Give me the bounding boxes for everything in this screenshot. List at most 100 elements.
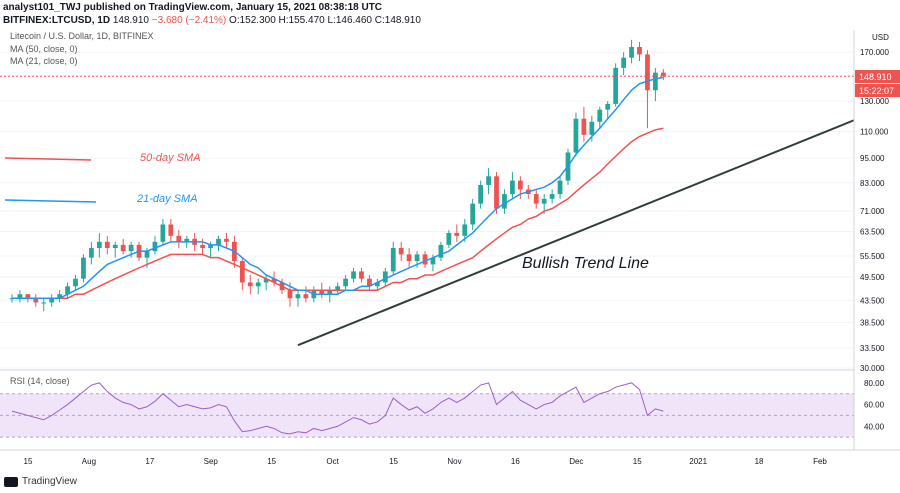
candle-body bbox=[57, 294, 63, 299]
time-tick-label: 17 bbox=[145, 457, 154, 466]
candle-body bbox=[382, 271, 388, 283]
candle-body bbox=[17, 294, 23, 299]
time-tick-label: 16 bbox=[511, 457, 520, 466]
candle-body bbox=[208, 244, 213, 248]
price-tick-label: 30.000 bbox=[860, 364, 885, 373]
time-tick-label: 15 bbox=[24, 457, 33, 466]
time-tick-label: 15 bbox=[267, 457, 276, 466]
symbol-line: BITFINEX:LTCUSD, 1D 148.910 −3.680 (−2.4… bbox=[3, 15, 421, 26]
candle-body bbox=[621, 57, 626, 68]
last-price-value: 148.910 bbox=[859, 72, 892, 82]
candle-body bbox=[255, 282, 261, 287]
change-value: −3.680 (−2.41%) bbox=[151, 15, 227, 26]
candle-body bbox=[112, 244, 118, 248]
candle-body bbox=[494, 176, 499, 209]
candle-body bbox=[446, 232, 452, 245]
candle-body bbox=[303, 294, 309, 299]
rsi-legend[interactable]: RSI (14, close) bbox=[10, 376, 70, 386]
candle-body bbox=[438, 244, 444, 258]
price-tick-label: 38.500 bbox=[860, 319, 885, 328]
time-tick-label: Aug bbox=[82, 457, 96, 466]
candle-body bbox=[247, 282, 253, 287]
candle-body bbox=[462, 224, 468, 236]
candle-body bbox=[327, 290, 333, 295]
candle-body bbox=[549, 194, 555, 199]
time-tick-label: 18 bbox=[755, 457, 764, 466]
candle-body bbox=[271, 278, 277, 283]
candle-body bbox=[319, 290, 325, 295]
candle-body bbox=[89, 247, 94, 258]
candle-body bbox=[49, 298, 55, 303]
rsi-tick-label: 80.00 bbox=[864, 379, 885, 388]
time-axis-ticks: 15 Aug 17 Sep 15 Oct 15 Nov 16 Dec 15 2021 18 Feb bbox=[24, 457, 828, 466]
time-tick-label: Oct bbox=[326, 457, 339, 466]
candle-body bbox=[430, 257, 436, 265]
candle-body bbox=[359, 271, 364, 279]
symbol-text: BITFINEX:LTCUSD, 1D bbox=[3, 15, 111, 26]
high-value: H:155.470 bbox=[278, 15, 325, 26]
candle-body bbox=[374, 282, 380, 287]
rsi-tick-label: 60.00 bbox=[864, 401, 885, 410]
ma50-line bbox=[11, 127, 664, 300]
price-tick-label: 49.500 bbox=[860, 273, 885, 282]
candle-body bbox=[406, 254, 412, 262]
candle-body bbox=[168, 224, 174, 236]
price-tick-label: 43.500 bbox=[860, 296, 885, 305]
price-tick-label: 130.000 bbox=[860, 97, 889, 106]
candle-body bbox=[510, 180, 515, 195]
tradingview-logo-icon bbox=[4, 476, 18, 487]
time-tick-label: 2021 bbox=[689, 457, 707, 466]
candle-body bbox=[216, 238, 221, 245]
candle-body bbox=[398, 247, 404, 255]
time-tick-label: 15 bbox=[389, 457, 398, 466]
candle-body bbox=[613, 67, 619, 104]
candle-body bbox=[295, 294, 301, 299]
rsi-grid bbox=[0, 393, 854, 438]
candle-body bbox=[517, 180, 523, 190]
candle-body bbox=[287, 290, 293, 299]
candle-body bbox=[502, 194, 507, 209]
price-tick-label: 33.500 bbox=[860, 344, 885, 353]
candle-body bbox=[144, 251, 150, 258]
currency-label: USD bbox=[872, 33, 889, 42]
price-grid bbox=[0, 51, 854, 369]
sma21-legend-line bbox=[4, 199, 97, 203]
ma50-legend[interactable]: MA (50, close, 0) bbox=[10, 44, 78, 54]
candle-body bbox=[605, 103, 611, 110]
candle-body bbox=[25, 294, 31, 299]
candle-body bbox=[653, 72, 658, 91]
candle-body bbox=[422, 254, 428, 265]
price-tick-label: 63.500 bbox=[860, 228, 885, 237]
candle-body bbox=[645, 54, 650, 91]
last-price-tag: 148.910 15:22:07 bbox=[855, 70, 900, 97]
time-tick-label: Dec bbox=[569, 457, 583, 466]
trend-annotation: Bullish Trend Line bbox=[522, 255, 649, 272]
candle-body bbox=[629, 46, 634, 58]
ma21-legend[interactable]: MA (21, close, 0) bbox=[10, 56, 78, 66]
price-tick-label: 95.000 bbox=[860, 154, 885, 163]
sma50-legend-line bbox=[4, 157, 92, 161]
candle-body bbox=[176, 235, 182, 242]
last-value: 148.910 bbox=[112, 15, 149, 26]
rsi-axis-ticks: 80.00 60.00 40.00 bbox=[864, 379, 885, 431]
candle-body bbox=[152, 241, 158, 252]
candle-body bbox=[184, 238, 190, 242]
candle-body bbox=[33, 298, 39, 303]
candle-body bbox=[160, 224, 166, 242]
rsi-tick-label: 40.00 bbox=[864, 422, 885, 431]
candle-body bbox=[351, 271, 356, 279]
sma21-annotation: 21-day SMA bbox=[136, 193, 198, 205]
bullish-trend-line bbox=[297, 119, 855, 347]
low-value: L:146.460 bbox=[327, 15, 372, 26]
ma21-line bbox=[11, 76, 664, 300]
price-tick-label: 170.000 bbox=[860, 48, 889, 57]
price-tick-label: 83.000 bbox=[860, 179, 885, 188]
candle-body bbox=[454, 232, 460, 236]
publisher-line: analyst101_TWJ published on TradingView.… bbox=[3, 2, 382, 13]
candle-body bbox=[120, 244, 126, 252]
chart-legend-title: Litecoin / U.S. Dollar, 1D, BITFINEX bbox=[10, 31, 154, 41]
candle-body bbox=[104, 241, 110, 248]
candle-body bbox=[557, 180, 563, 195]
footer: TradingView bbox=[4, 476, 77, 487]
